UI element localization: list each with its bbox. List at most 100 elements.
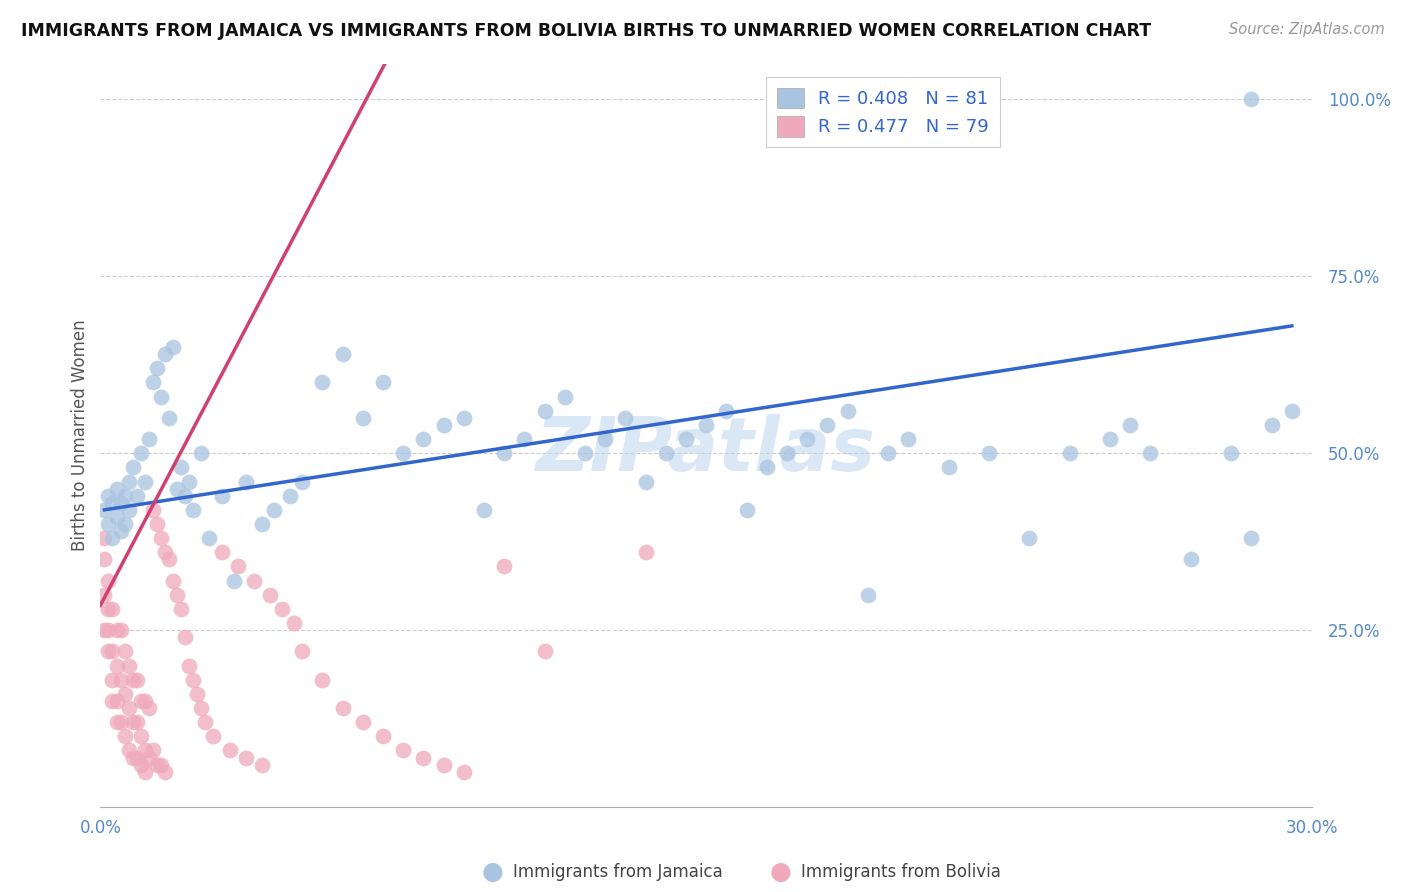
Point [117, 503, 139, 517]
Point [311, 673, 333, 687]
Point [93, 623, 115, 637]
Point [105, 623, 128, 637]
Text: Immigrants from Jamaica: Immigrants from Jamaica [513, 863, 723, 881]
Point [114, 729, 136, 743]
Point [235, 750, 257, 764]
Point [97, 574, 120, 588]
Point [146, 757, 169, 772]
Point [162, 340, 184, 354]
Point [190, 701, 212, 715]
Point [695, 417, 717, 432]
Point [105, 694, 128, 708]
Point [153, 764, 176, 779]
Point [110, 623, 132, 637]
Point [371, 376, 394, 390]
Point [250, 757, 273, 772]
Point [202, 729, 225, 743]
Point [170, 460, 193, 475]
Point [433, 417, 456, 432]
Point [110, 524, 132, 538]
Point [105, 658, 128, 673]
Point [412, 432, 434, 446]
Point [332, 347, 354, 361]
Point [634, 475, 657, 489]
Point [93, 503, 115, 517]
Point [121, 750, 143, 764]
Point [235, 475, 257, 489]
Point [755, 460, 778, 475]
Point [472, 503, 495, 517]
Point [243, 574, 266, 588]
Point [134, 694, 156, 708]
Point [716, 404, 738, 418]
Point [114, 687, 136, 701]
Point [1281, 404, 1303, 418]
Point [897, 432, 920, 446]
Point [211, 489, 233, 503]
Point [1260, 417, 1282, 432]
Point [129, 446, 152, 460]
Point [211, 545, 233, 559]
Point [142, 743, 165, 757]
Point [121, 673, 143, 687]
Point [392, 446, 415, 460]
Point [125, 489, 148, 503]
Point [179, 658, 201, 673]
Point [291, 475, 314, 489]
Point [149, 531, 172, 545]
Point [101, 694, 124, 708]
Point [97, 644, 120, 658]
Point [634, 545, 657, 559]
Point [226, 559, 249, 574]
Text: ●: ● [769, 861, 792, 884]
Point [198, 531, 221, 545]
Point [283, 616, 305, 631]
Point [166, 588, 188, 602]
Point [655, 446, 678, 460]
Point [1240, 531, 1263, 545]
Point [101, 602, 124, 616]
Point [1099, 432, 1122, 446]
Point [1119, 417, 1142, 432]
Point [222, 574, 245, 588]
Point [174, 489, 197, 503]
Point [593, 432, 616, 446]
Point [574, 446, 596, 460]
Point [735, 503, 758, 517]
Point [125, 750, 148, 764]
Point [352, 715, 374, 730]
Point [1018, 531, 1040, 545]
Point [453, 764, 475, 779]
Point [121, 715, 143, 730]
Point [134, 743, 156, 757]
Point [105, 482, 128, 496]
Point [332, 701, 354, 715]
Point [371, 729, 394, 743]
Legend: R = 0.408   N = 81, R = 0.477   N = 79: R = 0.408 N = 81, R = 0.477 N = 79 [766, 77, 1000, 147]
Point [93, 588, 115, 602]
Point [186, 687, 208, 701]
Point [125, 715, 148, 730]
Point [170, 602, 193, 616]
Point [1180, 552, 1202, 566]
Point [93, 552, 115, 566]
Point [97, 516, 120, 531]
Point [263, 503, 285, 517]
Point [110, 673, 132, 687]
Point [149, 390, 172, 404]
Point [218, 743, 240, 757]
Point [117, 475, 139, 489]
Point [533, 404, 555, 418]
Point [392, 743, 415, 757]
Point [114, 644, 136, 658]
Point [938, 460, 960, 475]
Point [101, 531, 124, 545]
Point [433, 757, 456, 772]
Point [117, 701, 139, 715]
Point [146, 516, 169, 531]
Point [174, 630, 197, 644]
Point [311, 376, 333, 390]
Point [142, 503, 165, 517]
Point [675, 432, 697, 446]
Point [776, 446, 799, 460]
